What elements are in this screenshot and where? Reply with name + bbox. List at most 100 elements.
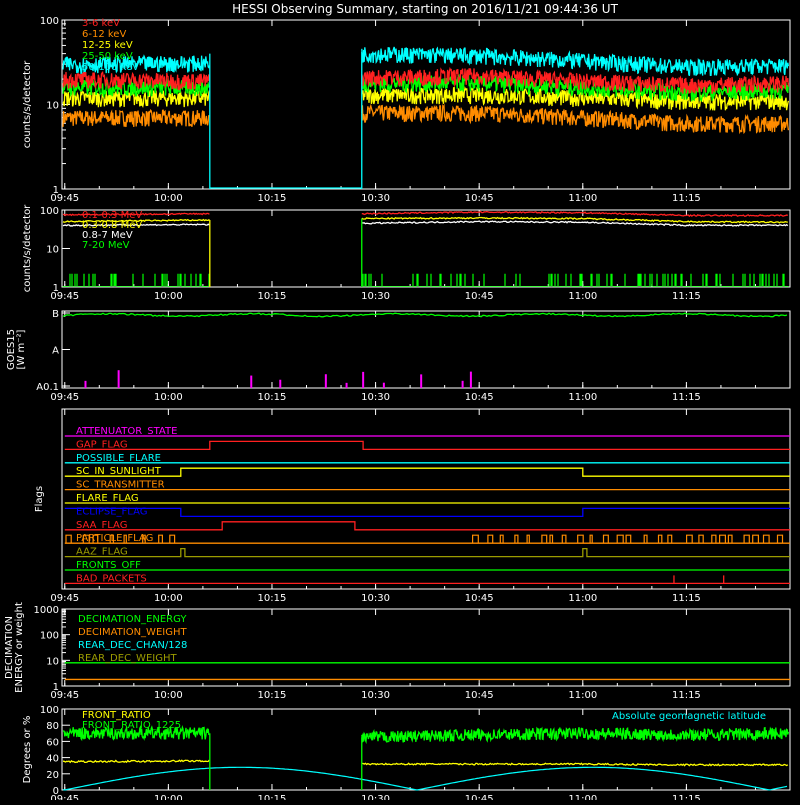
panel-frame xyxy=(61,408,791,590)
flag-line xyxy=(64,507,790,518)
x-tick-label: 09:45 xyxy=(50,593,79,604)
goes-event-bar xyxy=(250,375,253,388)
x-tick-label: 10:30 xyxy=(361,392,390,403)
x-tick-label: 10:45 xyxy=(465,193,494,204)
y-tick-label: 100 xyxy=(40,16,59,27)
y-tick-label: 100 xyxy=(40,705,59,716)
panel-3: 09:45 10:00 10:15 10:30 10:45 11:00 11:15 B A A0.… xyxy=(6,309,791,403)
annotation-label: Absolute geomagnetic latitude xyxy=(612,711,766,722)
series-line xyxy=(62,273,789,287)
flag-label: FLARE_FLAG xyxy=(76,493,139,504)
legend-entry: FRONT_RATIO xyxy=(82,710,151,721)
flag-label: BAD_PACKETS xyxy=(76,573,147,584)
y-tick-label: 60 xyxy=(46,737,59,748)
y-tick-label: 20 xyxy=(46,770,59,781)
x-tick-label: 10:15 xyxy=(258,193,287,204)
x-tick-label: 10:45 xyxy=(465,291,494,302)
y-axis-label: Degrees or % xyxy=(22,716,33,784)
legend-entry: REAR_DEC_WEIGHT xyxy=(78,653,177,664)
x-tick-label: 10:30 xyxy=(361,794,390,800)
goes-event-bar xyxy=(469,371,472,388)
goes-event-bar xyxy=(362,371,365,388)
x-tick-label: 09:45 xyxy=(50,193,79,204)
x-tick-label: 10:15 xyxy=(258,291,287,302)
x-tick-label: 10:00 xyxy=(154,690,183,701)
series-line xyxy=(62,724,790,745)
y-axis-label: ENERGY or weight xyxy=(14,602,25,693)
x-tick-label: 11:15 xyxy=(672,690,701,701)
x-tick-label: 10:15 xyxy=(258,593,287,604)
x-tick-label: 11:15 xyxy=(672,392,701,403)
panel-4: 09:45 10:00 10:15 10:30 10:45 11:00 11:15 Flags… xyxy=(34,408,791,604)
x-tick-label: 11:15 xyxy=(672,794,701,800)
legend-entry: 7-20 MeV xyxy=(82,240,130,251)
y-axis-label: GOES15 xyxy=(6,329,17,370)
panel-1: 09:45 10:00 10:15 10:30 10:45 11:00 11:15 100 10… xyxy=(22,16,791,204)
legend-entry: 6-12 keV xyxy=(82,29,126,40)
y-tick-label: A xyxy=(52,346,59,357)
x-tick-label: 09:45 xyxy=(50,690,79,701)
flag-label: FRONTS_OFF xyxy=(76,560,141,571)
series-line xyxy=(62,86,790,112)
flag-label: ECLIPSE_FLAG xyxy=(76,506,147,517)
y-tick-label: 80 xyxy=(46,721,59,732)
x-tick-label: 11:00 xyxy=(568,794,597,800)
x-tick-label: 09:45 xyxy=(50,392,79,403)
x-tick-label: 11:00 xyxy=(568,690,597,701)
panel-frame xyxy=(61,708,791,791)
x-tick-label: 10:45 xyxy=(465,392,494,403)
chart-panels: 09:45 10:00 10:15 10:30 10:45 11:00 11:1510010… xyxy=(4,16,791,805)
series-line xyxy=(62,759,789,767)
x-tick-label: 10:00 xyxy=(154,794,183,800)
x-tick-label: 09:45 xyxy=(50,291,79,302)
x-tick-label: 11:00 xyxy=(568,392,597,403)
legend-entry: 0.3-0.8 MeV xyxy=(82,220,142,231)
flag-label: SC_TRANSMITTER xyxy=(76,480,165,491)
x-tick-label: 11:00 xyxy=(568,291,597,302)
y-tick-label: 1 xyxy=(53,283,59,294)
x-tick-label: 10:00 xyxy=(154,392,183,403)
y-tick-label: 10 xyxy=(46,656,59,667)
flag-label: GAP_FLAG xyxy=(76,439,128,450)
x-tick-label: 11:00 xyxy=(568,593,597,604)
x-tick-label: 10:30 xyxy=(361,291,390,302)
legend-entry: 0.1-0.3 MeV xyxy=(82,210,142,221)
x-tick-label: 11:15 xyxy=(672,291,701,302)
y-tick-label: 100 xyxy=(40,206,59,217)
y-tick-label: 10 xyxy=(46,101,59,112)
goes-event-bar xyxy=(117,370,120,388)
y-axis-label: [W m⁻²] xyxy=(16,329,27,369)
x-tick-label: 11:15 xyxy=(672,593,701,604)
legend-entry: 12-25 keV xyxy=(82,40,133,51)
x-tick-label: 10:45 xyxy=(465,794,494,800)
x-tick-label: 10:00 xyxy=(154,593,183,604)
x-tick-label: 10:15 xyxy=(258,392,287,403)
series-line xyxy=(62,66,790,94)
y-axis-label: Flags xyxy=(34,486,45,512)
x-tick-label: 10:15 xyxy=(258,794,287,800)
x-tick-label: 10:45 xyxy=(465,593,494,604)
panel-5: 09:45 10:00 10:15 10:30 10:45 11:00 11:15 1000 1… xyxy=(4,602,791,701)
series-line xyxy=(62,766,788,791)
y-tick-label: 10 xyxy=(46,245,59,256)
legend-entry: DECIMATION_ENERGY xyxy=(78,614,187,625)
y-tick-label: 1 xyxy=(53,185,59,196)
series-line xyxy=(62,103,790,135)
legend-entry: FRONT_RATIO_1225 xyxy=(82,720,181,731)
goes-event-bar xyxy=(345,382,348,388)
x-tick-label: 11:00 xyxy=(568,193,597,204)
legend-entry: DECIMATION_WEIGHT xyxy=(78,627,187,638)
legend-entry: REAR_DEC_CHAN/128 xyxy=(78,640,187,651)
goes-event-bar xyxy=(279,379,282,388)
flag-label: SAA_FLAG xyxy=(76,520,127,531)
chart-title: HESSI Observing Summary, starting on 201… xyxy=(232,2,618,16)
goes-event-bar xyxy=(382,382,385,388)
y-tick-label: B xyxy=(52,309,59,320)
legend-entry: 0.8-7 MeV xyxy=(82,230,133,241)
x-tick-label: 10:30 xyxy=(361,593,390,604)
x-tick-label: 10:30 xyxy=(361,690,390,701)
legend-entry: 25-50 keV xyxy=(82,51,133,62)
x-tick-label: 10:15 xyxy=(258,690,287,701)
flag-line xyxy=(64,547,790,558)
